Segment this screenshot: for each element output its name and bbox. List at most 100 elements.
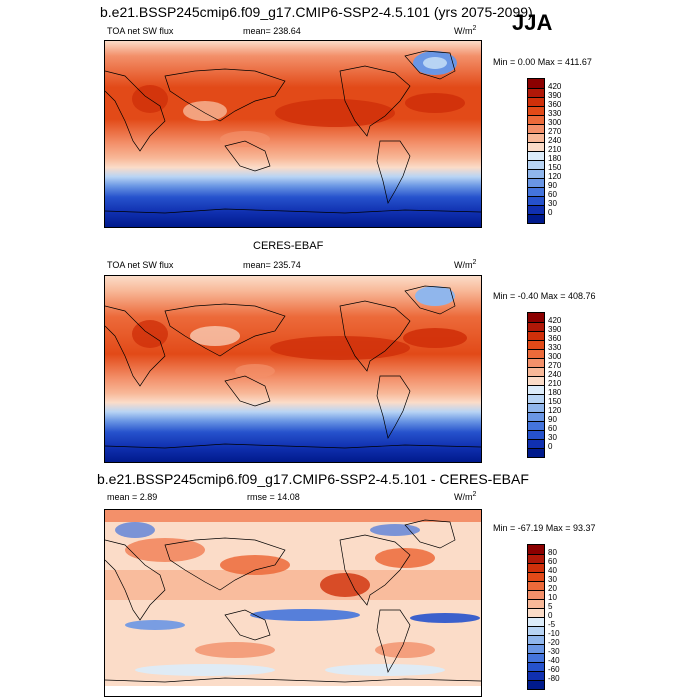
colorbar-segment: [528, 448, 544, 457]
panel1-units: W/m2: [454, 25, 477, 36]
colorbar-segment: [528, 439, 544, 448]
colorbar-tick-label: -10: [548, 629, 560, 638]
colorbar-segment: [528, 196, 544, 205]
colorbar-tick-label: 300: [548, 352, 562, 361]
colorbar-segment: [528, 563, 544, 572]
panel2-units: W/m2: [454, 259, 477, 270]
colorbar-tick-label: 390: [548, 91, 562, 100]
colorbar-segment: [528, 322, 544, 331]
colorbar-segment: [528, 617, 544, 626]
colorbar-tick-label: -80: [548, 674, 560, 683]
colorbar-tick-label: -60: [548, 665, 560, 674]
colorbar-tick-label: 150: [548, 397, 562, 406]
colorbar-segment: [528, 671, 544, 680]
colorbar-tick-label: 120: [548, 406, 562, 415]
panel3-rmse-label: rmse = 14.08: [247, 492, 300, 502]
colorbar-segment: [528, 205, 544, 214]
colorbar-segment: [528, 151, 544, 160]
colorbar-segment: [528, 376, 544, 385]
colorbar-tick-label: 270: [548, 361, 562, 370]
colorbar-segment: [528, 662, 544, 671]
colorbar-segment: [528, 590, 544, 599]
panel2-colorbar: [527, 312, 545, 458]
colorbar-tick-label: 210: [548, 145, 562, 154]
colorbar-tick-label: 5: [548, 602, 553, 611]
colorbar-tick-label: 20: [548, 584, 557, 593]
colorbar-tick-label: 90: [548, 181, 557, 190]
panel1-colorbar: [527, 78, 545, 224]
colorbar-tick-label: 0: [548, 611, 553, 620]
colorbar-tick-label: 300: [548, 118, 562, 127]
colorbar-tick-label: 30: [548, 433, 557, 442]
panel2-mean-label: mean= 235.74: [243, 260, 301, 270]
colorbar-tick-label: 60: [548, 190, 557, 199]
colorbar-segment: [528, 394, 544, 403]
season-label: JJA: [512, 10, 553, 35]
colorbar-segment: [528, 599, 544, 608]
colorbar-tick-label: 150: [548, 163, 562, 172]
panel3-colorbar: [527, 544, 545, 690]
colorbar-segment: [528, 545, 544, 554]
colorbar-segment: [528, 349, 544, 358]
colorbar-tick-label: 360: [548, 100, 562, 109]
panel1-map: [104, 40, 482, 228]
colorbar-tick-label: 270: [548, 127, 562, 136]
colorbar-tick-label: -30: [548, 647, 560, 656]
colorbar-segment: [528, 430, 544, 439]
panel2-title: CERES-EBAF: [253, 240, 324, 252]
colorbar-segment: [528, 367, 544, 376]
colorbar-segment: [528, 115, 544, 124]
colorbar-tick-label: 180: [548, 388, 562, 397]
colorbar-tick-label: 90: [548, 415, 557, 424]
colorbar-segment: [528, 142, 544, 151]
colorbar-segment: [528, 581, 544, 590]
colorbar-segment: [528, 88, 544, 97]
colorbar-segment: [528, 340, 544, 349]
panel2-map: [104, 275, 482, 463]
colorbar-tick-label: 240: [548, 136, 562, 145]
colorbar-tick-label: 330: [548, 343, 562, 352]
colorbar-segment: [528, 403, 544, 412]
colorbar-segment: [528, 412, 544, 421]
panel3-minmax: Min = -67.19 Max = 93.37: [493, 523, 596, 533]
colorbar-tick-label: 0: [548, 208, 553, 217]
colorbar-tick-label: -40: [548, 656, 560, 665]
panel1-title: b.e21.BSSP245cmip6.f09_g17.CMIP6-SSP2-4.…: [100, 4, 533, 20]
panel1-mean-label: mean= 238.64: [243, 26, 301, 36]
colorbar-tick-label: 420: [548, 316, 562, 325]
colorbar-tick-label: 80: [548, 548, 557, 557]
colorbar-segment: [528, 79, 544, 88]
colorbar-segment: [528, 653, 544, 662]
colorbar-segment: [528, 97, 544, 106]
colorbar-tick-label: 210: [548, 379, 562, 388]
colorbar-tick-label: 0: [548, 442, 553, 451]
colorbar-segment: [528, 358, 544, 367]
panel2-minmax: Min = -0.40 Max = 408.76: [493, 291, 596, 301]
colorbar-tick-label: 60: [548, 557, 557, 566]
colorbar-tick-label: 30: [548, 199, 557, 208]
colorbar-tick-label: 60: [548, 424, 557, 433]
colorbar-segment: [528, 331, 544, 340]
panel2-map-field: [105, 276, 481, 462]
panel3-map: [104, 509, 482, 697]
panel1-minmax: Min = 0.00 Max = 411.67: [493, 57, 592, 67]
colorbar-tick-label: 30: [548, 575, 557, 584]
colorbar-segment: [528, 572, 544, 581]
colorbar-segment: [528, 169, 544, 178]
colorbar-segment: [528, 635, 544, 644]
panel3-units: W/m2: [454, 491, 477, 502]
colorbar-tick-label: -5: [548, 620, 556, 629]
colorbar-segment: [528, 178, 544, 187]
colorbar-tick-label: 390: [548, 325, 562, 334]
panel3-map-field: [105, 510, 481, 696]
colorbar-segment: [528, 106, 544, 115]
colorbar-tick-label: 40: [548, 566, 557, 575]
colorbar-segment: [528, 385, 544, 394]
panel2-coastlines: [105, 285, 481, 449]
colorbar-tick-label: 10: [548, 593, 557, 602]
colorbar-segment: [528, 124, 544, 133]
colorbar-segment: [528, 214, 544, 223]
colorbar-tick-label: 330: [548, 109, 562, 118]
colorbar-tick-label: 420: [548, 82, 562, 91]
panel1-coastlines: [105, 50, 481, 214]
